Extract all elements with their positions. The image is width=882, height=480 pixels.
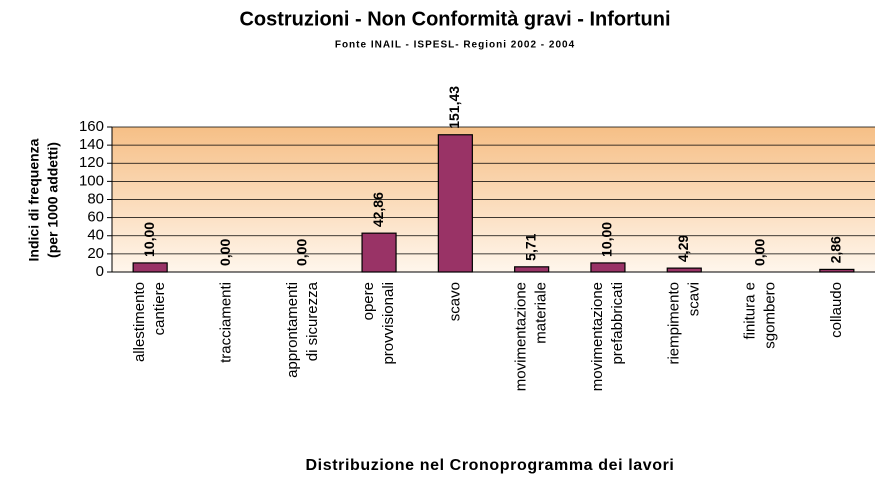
x-tick-label: allestimento cantiere xyxy=(131,282,168,362)
y-tick-label: 60 xyxy=(87,209,104,226)
y-tick-label: 80 xyxy=(87,190,104,207)
bar xyxy=(437,134,473,273)
x-tick-label: movimentazione prefabbricati xyxy=(589,282,626,391)
value-label: 0,00 xyxy=(293,239,309,266)
y-tick-label: 160 xyxy=(79,118,104,135)
x-tick-label: movimentazione materiale xyxy=(513,282,550,391)
bar xyxy=(590,262,626,273)
x-tick-label: opere provvisionali xyxy=(360,282,397,365)
value-label: 2,86 xyxy=(828,236,844,263)
value-label: 4,29 xyxy=(675,235,691,262)
y-tick-label: 120 xyxy=(79,154,104,171)
x-tick-label: scavo xyxy=(446,282,463,321)
x-tick-label: riempimento scavi xyxy=(665,282,702,365)
value-label: 42,86 xyxy=(370,192,386,227)
y-axis-title: Indici di frequenza (per 1000 addetti) xyxy=(25,138,60,261)
x-tick-label: approntamenti di sicurezza xyxy=(284,281,321,378)
value-label: 5,71 xyxy=(522,233,538,260)
bar xyxy=(819,268,855,273)
bar xyxy=(132,262,168,273)
x-tick-label: collaudo xyxy=(828,282,845,338)
chart-title: Costruzioni - Non Conformità gravi - Inf… xyxy=(239,8,670,30)
bar xyxy=(666,267,702,273)
x-axis-title: Distribuzione nel Cronoprogramma dei lav… xyxy=(306,457,675,474)
bar xyxy=(514,266,550,273)
y-tick-label: 100 xyxy=(79,172,104,189)
value-label: 10,00 xyxy=(141,222,157,257)
x-tick-label: tracciamenti xyxy=(217,282,234,363)
value-label: 0,00 xyxy=(751,239,767,266)
bar xyxy=(361,232,397,273)
value-label: 0,00 xyxy=(217,239,233,266)
value-label: 10,00 xyxy=(599,222,615,257)
chart-subtitle: Fonte INAIL - ISPESL- Regioni 2002 - 200… xyxy=(335,40,575,51)
y-tick-label: 40 xyxy=(87,227,104,244)
y-tick-label: 0 xyxy=(96,263,104,280)
y-tick-label: 20 xyxy=(87,245,104,262)
x-tick-label: finitura e sgombero xyxy=(742,282,779,349)
value-label: 151,43 xyxy=(446,86,462,129)
y-tick-label: 140 xyxy=(79,136,104,153)
